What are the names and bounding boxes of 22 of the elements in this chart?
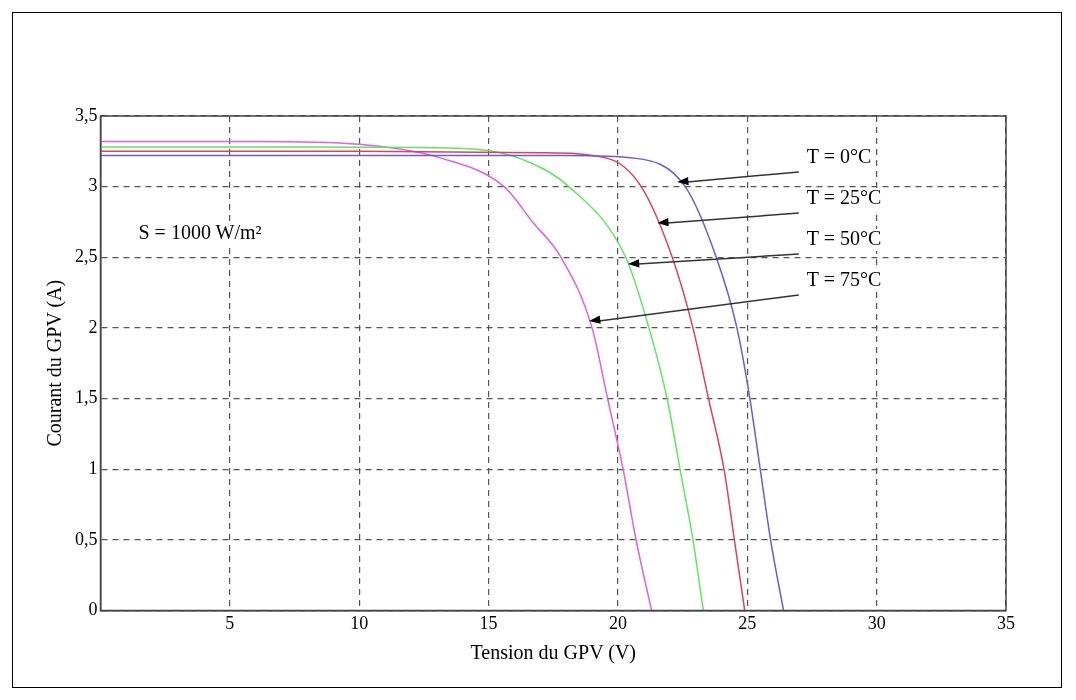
y-axis-title: Courant du GPV (A) <box>43 279 67 447</box>
x-tick-label: 10 <box>350 612 369 633</box>
y-tick-label: 1 <box>88 457 98 478</box>
x-tick-label: 30 <box>867 612 886 633</box>
x-tick-label: 15 <box>479 612 498 633</box>
y-tick-label: 1,5 <box>75 387 98 408</box>
annotation: S = 1000 W/m² <box>138 221 262 244</box>
x-tick-label: 5 <box>225 612 235 633</box>
y-tick-label: 2,5 <box>75 245 98 266</box>
x-axis-title: Tension du GPV (V) <box>470 641 636 665</box>
text: T = 75°C <box>806 268 882 291</box>
x-tick-label: 35 <box>997 612 1015 633</box>
y-tick-label: 0 <box>88 599 98 620</box>
y-tick-label: 3,5 <box>75 104 98 125</box>
y-tick-label: 0,5 <box>75 528 98 549</box>
x-tick-label: 25 <box>738 612 757 633</box>
text: T = 25°C <box>806 186 882 209</box>
text: T = 0°C <box>806 145 872 168</box>
y-tick-label: 3 <box>88 175 98 196</box>
x-tick-label: 20 <box>608 612 627 633</box>
text: T = 50°C <box>806 227 882 250</box>
y-tick-label: 2 <box>88 316 98 337</box>
